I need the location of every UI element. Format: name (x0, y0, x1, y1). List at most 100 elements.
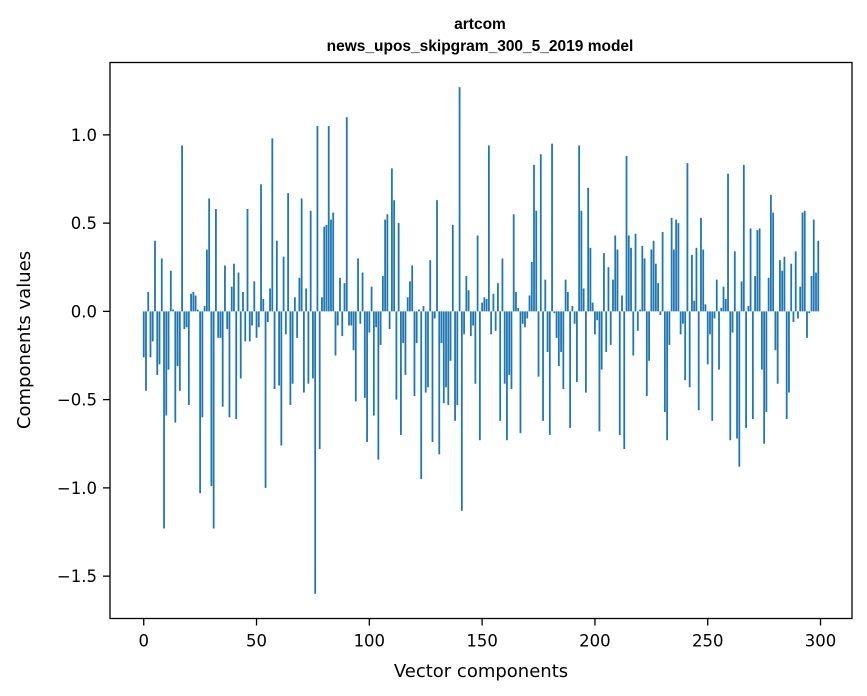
bar-205 (605, 311, 608, 352)
bar-228 (657, 283, 659, 312)
bar-93 (352, 311, 355, 351)
bar-158 (499, 311, 502, 421)
bar-241 (686, 163, 689, 312)
bar-248 (702, 249, 705, 312)
bar-153 (487, 145, 490, 312)
bar-59 (275, 240, 278, 312)
bar-217 (632, 311, 635, 356)
bar-238 (679, 311, 682, 335)
bar-86 (336, 311, 339, 326)
bar-242 (688, 311, 691, 388)
bar-30 (210, 311, 213, 487)
bar-223 (645, 311, 648, 397)
bar-47 (248, 311, 251, 342)
bar-71 (303, 311, 305, 393)
bar-246 (697, 311, 700, 411)
bar-161 (506, 311, 508, 441)
bar-222 (643, 258, 646, 312)
bar-45 (244, 311, 247, 342)
bar-188 (566, 291, 569, 312)
bar-286 (788, 311, 790, 393)
bar-162 (508, 311, 511, 375)
chart-title-line-2: news_upos_skipgram_300_5_2019 model (327, 38, 634, 55)
bar-15 (176, 311, 179, 367)
bar-169 (524, 311, 526, 328)
bar-79 (321, 297, 323, 312)
bar-49 (253, 281, 256, 312)
bar-147 (474, 311, 477, 384)
bar-109 (388, 311, 391, 330)
bar-163 (510, 311, 513, 390)
bar-138 (454, 311, 456, 421)
bar-208 (612, 279, 614, 312)
bar-37 (226, 311, 229, 330)
bar-130 (436, 200, 438, 312)
bar-279 (772, 212, 775, 312)
bar-119 (411, 265, 414, 312)
bar-219 (636, 311, 639, 331)
bar-94 (354, 311, 357, 402)
bar-12 (169, 270, 172, 312)
bar-135 (447, 311, 450, 405)
x-tick-label-300: 300 (805, 632, 837, 651)
bar-8 (160, 258, 163, 312)
bar-265 (740, 281, 743, 312)
bar-2 (147, 291, 150, 312)
bar-51 (257, 311, 260, 328)
bar-61 (280, 311, 283, 446)
bar-117 (406, 297, 409, 312)
bar-299 (817, 240, 820, 312)
bar-74 (309, 210, 312, 312)
bar-281 (776, 311, 779, 384)
bar-96 (359, 311, 362, 324)
bar-283 (781, 270, 784, 312)
bar-177 (542, 311, 544, 421)
x-tick-label-200: 200 (579, 632, 611, 651)
bar-6 (156, 311, 159, 375)
bar-105 (379, 311, 382, 345)
bar-186 (562, 311, 565, 390)
bar-81 (325, 224, 328, 312)
bar-0 (142, 311, 145, 358)
x-tick-label-250: 250 (692, 632, 724, 651)
bar-24 (196, 309, 199, 312)
bar-278 (769, 194, 772, 312)
bar-282 (779, 260, 781, 312)
bar-99 (366, 311, 368, 442)
bar-85 (334, 311, 337, 356)
bar-25 (199, 311, 202, 494)
bar-273 (758, 228, 761, 312)
bar-65 (289, 311, 292, 405)
bar-89 (343, 283, 346, 312)
bar-260 (729, 311, 732, 441)
bar-23 (194, 295, 197, 312)
bar-31 (212, 311, 215, 529)
bar-296 (810, 276, 813, 312)
bar-218 (634, 233, 637, 312)
bar-152 (485, 299, 488, 312)
bar-46 (246, 209, 249, 312)
bars-group (142, 87, 820, 594)
bar-255 (718, 311, 720, 370)
bar-154 (490, 311, 493, 335)
plot-area-frame (109, 61, 853, 620)
bar-173 (533, 164, 535, 312)
bar-38 (228, 311, 231, 418)
bar-270 (751, 311, 754, 420)
bar-201 (596, 311, 599, 321)
bar-106 (381, 276, 384, 312)
bar-221 (641, 246, 644, 312)
bar-125 (424, 311, 427, 393)
bar-16 (178, 311, 181, 391)
bar-56 (269, 288, 271, 312)
bar-78 (318, 311, 321, 450)
x-tick-label-150: 150 (466, 632, 498, 651)
bar-271 (754, 276, 756, 312)
bar-176 (539, 154, 542, 312)
bar-269 (749, 228, 752, 312)
bar-175 (537, 311, 540, 377)
y-tick-label-5: 1.0 (71, 126, 97, 145)
bar-237 (677, 223, 680, 312)
bar-261 (731, 311, 734, 333)
bar-258 (724, 299, 727, 312)
